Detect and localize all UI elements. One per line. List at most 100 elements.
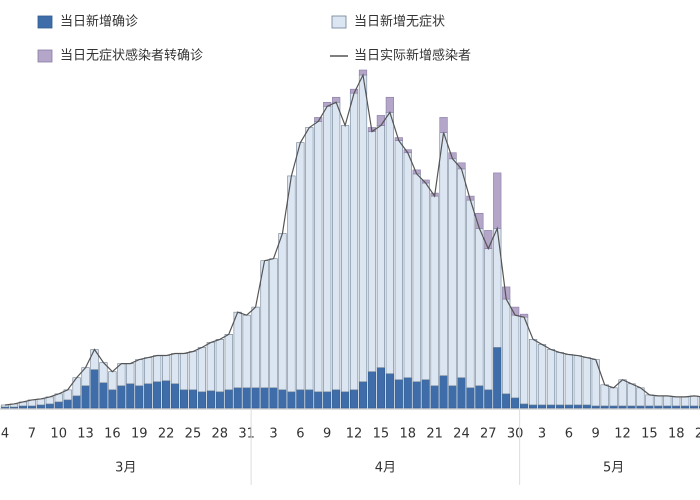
x-tick-label: 15 — [641, 427, 658, 442]
bar-segment — [430, 385, 439, 409]
bar-segment — [654, 405, 663, 409]
bar-segment — [153, 381, 162, 409]
bar-segment — [591, 405, 600, 409]
bar-segment — [582, 357, 591, 406]
bar-segment — [564, 354, 573, 406]
bar-segment — [430, 195, 439, 387]
bar-segment — [197, 391, 207, 409]
legend-label: 当日新增无症状 — [354, 14, 445, 30]
bar-segment — [663, 395, 672, 407]
bar-segment — [439, 375, 448, 409]
bar-segment — [466, 387, 475, 409]
x-tick-label: 30 — [507, 427, 524, 442]
bar-segment — [475, 385, 484, 409]
x-tick-label: 6 — [565, 427, 573, 442]
bar-segment — [358, 381, 368, 409]
bar-segment — [385, 96, 394, 113]
x-tick-label: 3 — [269, 427, 277, 442]
bar-segment — [385, 373, 394, 409]
bar-segment — [18, 405, 28, 409]
bar-segment — [170, 383, 180, 409]
x-tick-label: 31 — [238, 427, 255, 442]
bar-segment — [296, 142, 305, 391]
month-label: 3月 — [115, 461, 136, 476]
bar-segment — [215, 391, 224, 409]
bar-segment — [63, 399, 72, 409]
x-tick-label: 19 — [131, 427, 148, 442]
bar-segment — [537, 344, 547, 406]
bar-segment — [224, 389, 233, 409]
x-tick-label: 7 — [28, 427, 36, 442]
bar-segment — [519, 316, 529, 405]
bar-segment — [546, 349, 556, 406]
bar-segment — [609, 387, 618, 407]
bar-segment — [358, 74, 368, 383]
bar-segment — [305, 389, 314, 409]
x-tick-label: 25 — [185, 427, 202, 442]
x-tick-label: 18 — [399, 427, 416, 442]
bar-segment — [36, 398, 45, 406]
bar-segment — [376, 125, 386, 368]
bar-segment — [45, 403, 54, 409]
bar-segment — [188, 351, 198, 391]
bar-segment — [564, 404, 573, 409]
x-tick-label: 4 — [1, 427, 9, 442]
x-tick-label: 21 — [695, 427, 700, 442]
bar-segment — [340, 125, 350, 393]
bar-segment — [72, 395, 81, 409]
legend-swatch — [37, 15, 53, 29]
bar-segment — [296, 389, 305, 409]
x-tick-label: 15 — [373, 427, 390, 442]
bar-segment — [412, 381, 421, 409]
bar-segment — [162, 355, 171, 382]
bar-segment — [332, 389, 341, 409]
bar-segment — [314, 121, 323, 393]
bar-segment — [376, 115, 386, 126]
legend-label: 当日无症状感染者转确诊 — [60, 48, 203, 64]
bar-segment — [475, 228, 484, 387]
bar-segment — [627, 383, 636, 407]
bar-segment — [144, 383, 153, 409]
x-tick-label: 28 — [212, 427, 229, 442]
bar-segment — [242, 314, 251, 389]
bar-segment — [385, 112, 394, 374]
bar-segment — [99, 382, 108, 409]
bar-segment — [215, 339, 224, 393]
bar-segment — [484, 248, 493, 391]
bar-segment — [179, 389, 189, 409]
bar-segment — [502, 298, 511, 395]
bar-segment — [439, 117, 448, 133]
bar-segment — [484, 230, 493, 249]
bar-segment — [654, 395, 663, 407]
legend-label: 当日实际新增感染者 — [354, 48, 471, 64]
bar-segment — [600, 384, 609, 407]
bar-segment — [645, 394, 654, 407]
bar-segment — [367, 131, 377, 372]
bar-segment — [519, 403, 529, 409]
bar-segment — [600, 405, 609, 409]
legend-swatch — [331, 15, 347, 29]
bar-segment — [153, 355, 162, 383]
bar-segment — [278, 389, 287, 409]
bar-segment — [555, 352, 564, 406]
bar-segment — [537, 404, 547, 409]
bar-segment — [493, 172, 502, 229]
bar-segment — [287, 391, 296, 409]
bar-segment — [448, 385, 457, 409]
bar-segment — [618, 405, 627, 409]
x-tick-label: 24 — [453, 427, 470, 442]
bar-segment — [206, 390, 215, 409]
bar-segment — [349, 389, 359, 409]
x-tick-label: 16 — [104, 427, 121, 442]
x-tick-label: 18 — [668, 427, 685, 442]
bar-segment — [27, 405, 36, 409]
bar-segment — [681, 396, 690, 407]
bar-segment — [573, 404, 582, 409]
bar-segment — [403, 377, 412, 409]
bar-segment — [493, 347, 502, 409]
bar-segment — [126, 383, 135, 409]
bar-segment — [394, 140, 403, 381]
line — [4, 73, 700, 406]
bar-segment — [179, 353, 189, 391]
